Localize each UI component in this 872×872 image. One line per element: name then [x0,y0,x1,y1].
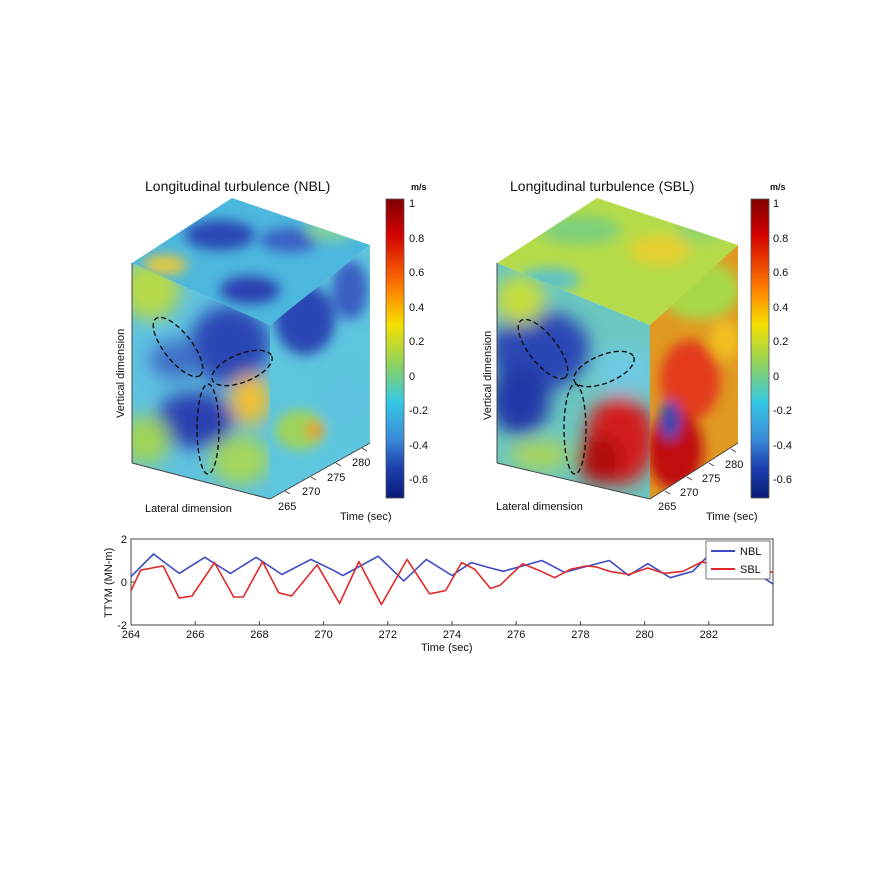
sbl-cube: Longitudinal turbulence (SBL) [482,178,758,523]
x-tick-label: 270 [314,629,332,641]
sbl-zlabel: Time (sec) [706,511,758,523]
sbl-cb-tick-1: 1 [773,198,779,210]
nbl-title: Longitudinal turbulence (NBL) [145,178,330,194]
lineplot-frame [130,538,774,626]
sbl-cb-tick-0.8: 0.8 [773,233,788,245]
nbl-cb-tick-0.4: 0.4 [409,302,424,314]
sbl-front-face [497,263,650,499]
nbl-rotor-outline [152,316,273,475]
x-tick-label: 264 [122,629,140,641]
legend-box [705,540,771,580]
y-tick-label: 2 [121,534,127,546]
sbl-axes [496,263,739,500]
sbl-cb-tick-0: 0 [773,371,779,383]
nbl-axes [131,263,371,500]
ttym-line-plot: 264 266 268 270 272 274 276 278 280 282 2 0 -2 Time … [103,534,774,654]
lineplot-xlabel: Time (sec) [421,642,473,654]
sbl-colorbar-unit: m/s [770,182,786,192]
sbl-ztick-275: 275 [702,473,720,485]
nbl-ztick-280: 280 [352,457,370,469]
series-line-sbl [130,558,774,606]
lineplot-ylabel: TTYM (MN-m) [103,548,115,618]
sbl-ylabel: Vertical dimension [482,331,494,420]
sbl-rotor-outline [517,318,635,475]
nbl-ztick-275: 275 [327,472,345,484]
sbl-cb-tick-m0.4: -0.4 [773,440,792,452]
x-tick-label: 272 [379,629,397,641]
nbl-colorbar-scale [385,198,405,499]
lineplot-legend: NBL SBL [705,540,771,580]
sbl-title: Longitudinal turbulence (SBL) [510,178,694,194]
sbl-colorbar: m/s 1 0.8 0.6 0.4 0.2 0 -0.2 -0.4 -0.6 [750,182,792,499]
sbl-cb-tick-0.6: 0.6 [773,267,788,279]
sbl-colorbar-scale [750,198,770,499]
nbl-cube: Longitudinal turbulence (NBL) [115,178,392,523]
nbl-xlabel: Lateral dimension [145,503,232,515]
nbl-ztick-270: 270 [302,486,320,498]
sbl-ztick-280: 280 [725,459,743,471]
nbl-colorbar-unit: m/s [411,182,427,192]
nbl-cb-tick-m0.6: -0.6 [409,474,428,486]
nbl-cb-tick-1: 1 [409,198,415,210]
nbl-cb-tick-m0.4: -0.4 [409,440,428,452]
sbl-cb-tick-0.2: 0.2 [773,336,788,348]
y-tick-label: -2 [117,620,127,632]
sbl-ztick-265: 265 [658,501,676,513]
nbl-zlabel: Time (sec) [340,511,392,523]
nbl-cb-tick-0.6: 0.6 [409,267,424,279]
x-tick-label: 282 [700,629,718,641]
x-tick-label: 274 [443,629,461,641]
nbl-ylabel: Vertical dimension [115,329,127,418]
nbl-cb-tick-0.8: 0.8 [409,233,424,245]
x-tick-label: 280 [635,629,653,641]
nbl-colorbar: m/s 1 0.8 0.6 0.4 0.2 0 -0.2 -0.4 -0.6 [385,182,428,499]
series-line-nbl [130,553,774,585]
x-tick-label: 278 [571,629,589,641]
x-tick-label: 276 [507,629,525,641]
y-tick-label: 0 [121,577,127,589]
sbl-cb-tick-0.4: 0.4 [773,302,788,314]
nbl-ztick-265: 265 [278,501,296,513]
nbl-cb-tick-m0.2: -0.2 [409,405,428,417]
sbl-cb-tick-m0.6: -0.6 [773,474,792,486]
nbl-cb-tick-0.2: 0.2 [409,336,424,348]
lineplot-series [130,553,774,606]
x-tick-label: 268 [250,629,268,641]
sbl-xlabel: Lateral dimension [496,501,583,513]
nbl-cb-tick-0: 0 [409,371,415,383]
legend-label-sbl: SBL [740,564,761,576]
sbl-cb-tick-m0.2: -0.2 [773,405,792,417]
sbl-ztick-270: 270 [680,487,698,499]
legend-label-nbl: NBL [740,546,761,558]
x-tick-label: 266 [186,629,204,641]
